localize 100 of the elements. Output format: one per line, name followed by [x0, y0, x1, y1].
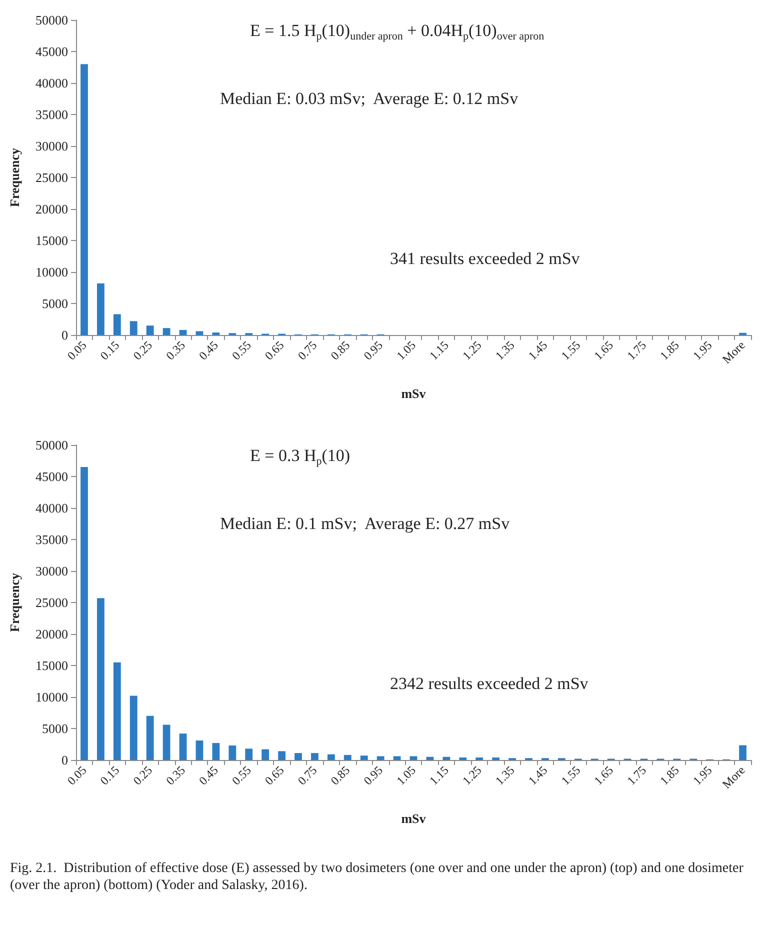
- x-tick-label: 1.55: [558, 338, 584, 363]
- y-tick-label: 45000: [36, 44, 68, 59]
- x-tick-label: 1.95: [690, 763, 715, 788]
- x-tick-label: 1.15: [426, 763, 452, 788]
- y-tick-label: 35000: [36, 107, 68, 122]
- y-axis-title: Frequency: [7, 148, 22, 207]
- y-tick-label: 45000: [36, 469, 68, 484]
- x-tick-label: 0.45: [196, 763, 221, 788]
- x-axis-title: mSv: [401, 811, 426, 826]
- y-tick-label: 40000: [36, 500, 68, 516]
- x-tick-label: 0.35: [163, 338, 188, 363]
- bar: [196, 740, 204, 760]
- x-tick-label: 1.15: [426, 338, 452, 363]
- bar: [113, 662, 121, 760]
- x-tick-label: 0.55: [229, 763, 254, 788]
- bar: [212, 742, 220, 760]
- bar: [196, 331, 204, 335]
- x-tick-label: 1.25: [460, 338, 484, 363]
- bar: [393, 756, 401, 760]
- x-tick-label: 0.45: [196, 338, 221, 363]
- y-tick-label: 10000: [36, 264, 68, 280]
- bar: [492, 757, 500, 760]
- x-tick-label: 0.75: [294, 763, 320, 788]
- x-tick-label: 1.05: [394, 763, 418, 788]
- x-tick-label: 0.85: [328, 338, 353, 363]
- x-tick-label: 1.65: [591, 338, 616, 363]
- y-tick-label: 25000: [36, 595, 68, 610]
- bar: [96, 598, 104, 760]
- bar: [179, 734, 187, 760]
- x-tick-label: 1.35: [492, 338, 518, 363]
- x-tick-label: 0.55: [229, 338, 254, 363]
- y-tick-label: 10000: [36, 690, 68, 704]
- annotation: Median E: 0.03 mSv; Average E: 0.12 mSv: [220, 89, 519, 108]
- bar: [245, 748, 253, 760]
- bar: [96, 283, 104, 335]
- x-tick-label: 1.65: [591, 763, 616, 788]
- bar: [294, 753, 302, 760]
- bar: [459, 757, 467, 760]
- bar: [278, 751, 286, 760]
- bar: [327, 754, 335, 760]
- x-tick-label: 0.85: [328, 763, 353, 788]
- x-tick-label: 0.25: [130, 763, 156, 788]
- x-tick-label: 1.85: [657, 338, 682, 363]
- y-tick-label: 35000: [36, 532, 68, 547]
- y-tick-label: 20000: [36, 626, 68, 642]
- annotation: Median E: 0.1 mSv; Average E: 0.27 mSv: [220, 514, 510, 533]
- x-tick-label: 0.75: [294, 338, 320, 363]
- bar: [146, 326, 154, 335]
- bar: [146, 716, 154, 760]
- x-tick-label: 0.95: [360, 338, 386, 363]
- bar: [426, 756, 434, 760]
- y-tick-label: 30000: [36, 564, 68, 578]
- y-tick-label: 30000: [36, 138, 68, 154]
- x-tick-label: 1.95: [690, 338, 715, 363]
- x-tick-label: 0.15: [97, 338, 122, 363]
- bar: [113, 314, 121, 335]
- y-tick-label: 20000: [36, 202, 68, 216]
- x-tick-label: 1.35: [492, 763, 518, 788]
- x-tick-label: 0.15: [97, 763, 122, 788]
- bar: [410, 756, 418, 760]
- bar: [162, 328, 170, 335]
- x-tick-label: 0.65: [262, 763, 287, 788]
- bar: [360, 756, 368, 760]
- bar: [739, 745, 746, 760]
- y-tick-label: 15000: [36, 233, 68, 248]
- bar: [130, 696, 138, 760]
- bar: [311, 753, 318, 760]
- x-tick-label: 1.25: [460, 763, 484, 788]
- bar: [442, 756, 450, 760]
- x-tick-label: 0.35: [163, 763, 188, 788]
- x-tick-label: 0.65: [262, 338, 287, 363]
- bar: [228, 746, 236, 760]
- bar: [262, 749, 270, 760]
- bar: [80, 467, 88, 760]
- x-axis-title: mSv: [401, 386, 426, 401]
- x-tick-label: 1.85: [657, 763, 682, 788]
- x-tick-label: 0.95: [360, 763, 386, 788]
- y-tick-label: 25000: [36, 170, 68, 185]
- bar: [212, 332, 220, 335]
- x-tick-label: 1.55: [558, 763, 584, 788]
- x-tick-label: 1.75: [624, 338, 649, 363]
- bar: [179, 330, 187, 335]
- x-tick-label: 1.45: [525, 763, 550, 788]
- annotation: 2342 results exceeded 2 mSv: [390, 674, 589, 693]
- x-tick-label: 1.75: [624, 763, 649, 788]
- y-tick-label: 15000: [36, 658, 68, 673]
- bar: [130, 321, 138, 335]
- bar: [162, 724, 170, 760]
- annotation: 341 results exceeded 2 mSv: [390, 249, 580, 268]
- y-tick-label: 50000: [36, 12, 68, 28]
- bar: [476, 757, 484, 760]
- x-tick-label: 1.45: [525, 338, 550, 363]
- x-tick-label: 1.05: [394, 338, 418, 363]
- x-tick-label: 0.25: [130, 338, 156, 363]
- y-tick-label: 5000: [42, 721, 68, 736]
- caption: Fig. 2.1. Distribution of effective dose (E) assessed by two dosimeters (one over and one under the apron) (top) and one dosimeter (over the apron) (bottom) (Yoder and Salasky, 2016).: [10, 861, 747, 893]
- y-axis-title: Frequency: [7, 572, 22, 632]
- y-tick-label: 5000: [42, 296, 68, 311]
- bar: [344, 754, 352, 760]
- bar: [376, 756, 384, 760]
